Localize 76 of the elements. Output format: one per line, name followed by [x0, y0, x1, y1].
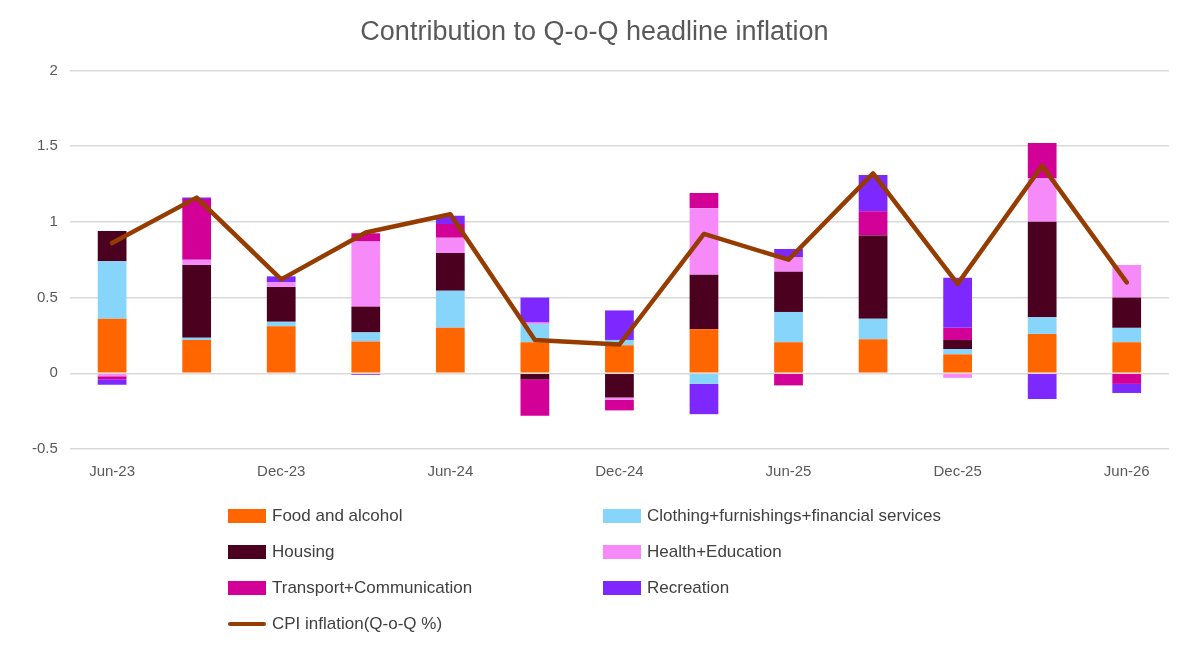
bar — [689, 193, 719, 209]
bar — [689, 329, 719, 373]
bar — [351, 241, 381, 307]
bar — [605, 310, 634, 340]
bar — [774, 271, 803, 312]
bar — [943, 327, 972, 340]
y-tick-label: -0.5 — [31, 439, 58, 457]
bar — [520, 374, 550, 380]
bar — [97, 261, 127, 319]
x-tick-label: Jun-25 — [765, 462, 812, 480]
legend-label: Recreation — [647, 577, 730, 598]
bar — [943, 339, 972, 350]
bar — [943, 349, 972, 355]
bar — [266, 326, 296, 373]
bar — [266, 286, 296, 322]
x-tick-label: Dec-24 — [595, 462, 644, 480]
bar — [351, 341, 381, 373]
bar — [435, 252, 465, 291]
bar — [182, 199, 212, 260]
bar — [774, 311, 803, 343]
chart-title: Contribution to Q-o-Q headline inflation — [360, 15, 829, 46]
bar — [1027, 221, 1057, 318]
y-tick-label: 0.5 — [36, 287, 58, 305]
y-tick-label: 1.5 — [36, 136, 58, 154]
bar — [858, 235, 888, 319]
bar — [858, 211, 888, 236]
bar — [858, 339, 888, 373]
y-tick-label: 1 — [49, 211, 58, 229]
legend-label: Transport+Communication — [272, 577, 473, 598]
bar — [351, 332, 381, 342]
y-tick-label: 2 — [49, 60, 58, 78]
bar — [97, 318, 127, 373]
bar — [435, 290, 465, 328]
bar — [520, 379, 550, 416]
x-tick-label: Jun-23 — [89, 462, 136, 480]
bar — [858, 318, 888, 340]
bar — [520, 342, 550, 373]
legend-label: CPI inflation(Q-o-Q %) — [272, 613, 443, 634]
bar — [435, 327, 465, 373]
legend-label: Health+Education — [647, 541, 782, 562]
bar — [1112, 383, 1142, 393]
bar — [943, 354, 972, 373]
bar — [1027, 333, 1057, 373]
bar — [351, 306, 381, 333]
bar — [605, 374, 634, 398]
legend-label: Clothing+furnishings+financial services — [647, 505, 941, 526]
bar — [182, 259, 212, 265]
bar — [1112, 327, 1142, 343]
legend-label: Housing — [272, 541, 335, 562]
bar — [1112, 297, 1142, 328]
bar — [943, 374, 972, 378]
bar — [1027, 374, 1057, 400]
bar — [97, 379, 127, 385]
x-tick-label: Dec-25 — [933, 462, 982, 480]
bar — [520, 297, 550, 323]
bar — [774, 374, 803, 386]
bar — [1027, 317, 1057, 334]
bar — [689, 383, 719, 415]
bar — [1112, 342, 1142, 373]
bar — [182, 265, 212, 338]
x-tick-label: Jun-26 — [1103, 462, 1150, 480]
bar — [266, 282, 296, 287]
bar — [689, 374, 719, 384]
bar — [1112, 374, 1142, 384]
bar — [435, 237, 465, 253]
y-tick-label: 0 — [49, 363, 58, 381]
bar — [182, 339, 212, 373]
bar — [1027, 177, 1057, 222]
legend-label: Food and alcohol — [272, 505, 403, 526]
bar — [943, 277, 972, 328]
bar — [689, 274, 719, 330]
bar — [605, 345, 634, 373]
bar — [774, 342, 803, 373]
bar — [605, 399, 634, 411]
x-tick-label: Jun-24 — [427, 462, 474, 480]
x-tick-label: Dec-23 — [257, 462, 306, 480]
